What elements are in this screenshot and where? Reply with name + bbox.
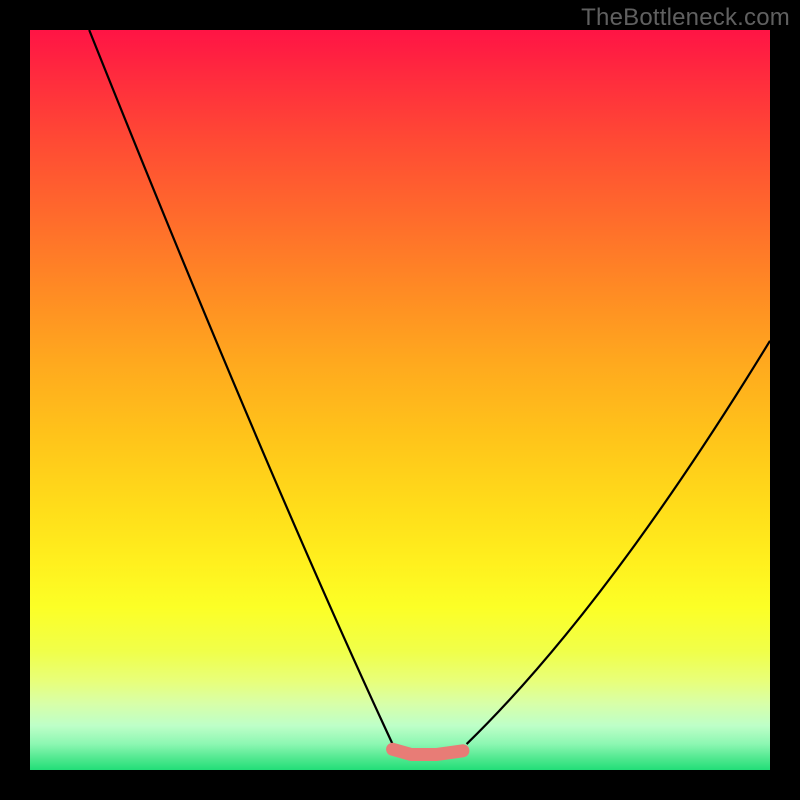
heatmap-svg <box>30 30 770 770</box>
plot-area <box>30 30 770 770</box>
gradient-background <box>30 30 770 770</box>
sweet-spot-highlight <box>393 749 463 754</box>
chart-frame: TheBottleneck.com <box>0 0 800 800</box>
watermark-text: TheBottleneck.com <box>581 4 790 32</box>
